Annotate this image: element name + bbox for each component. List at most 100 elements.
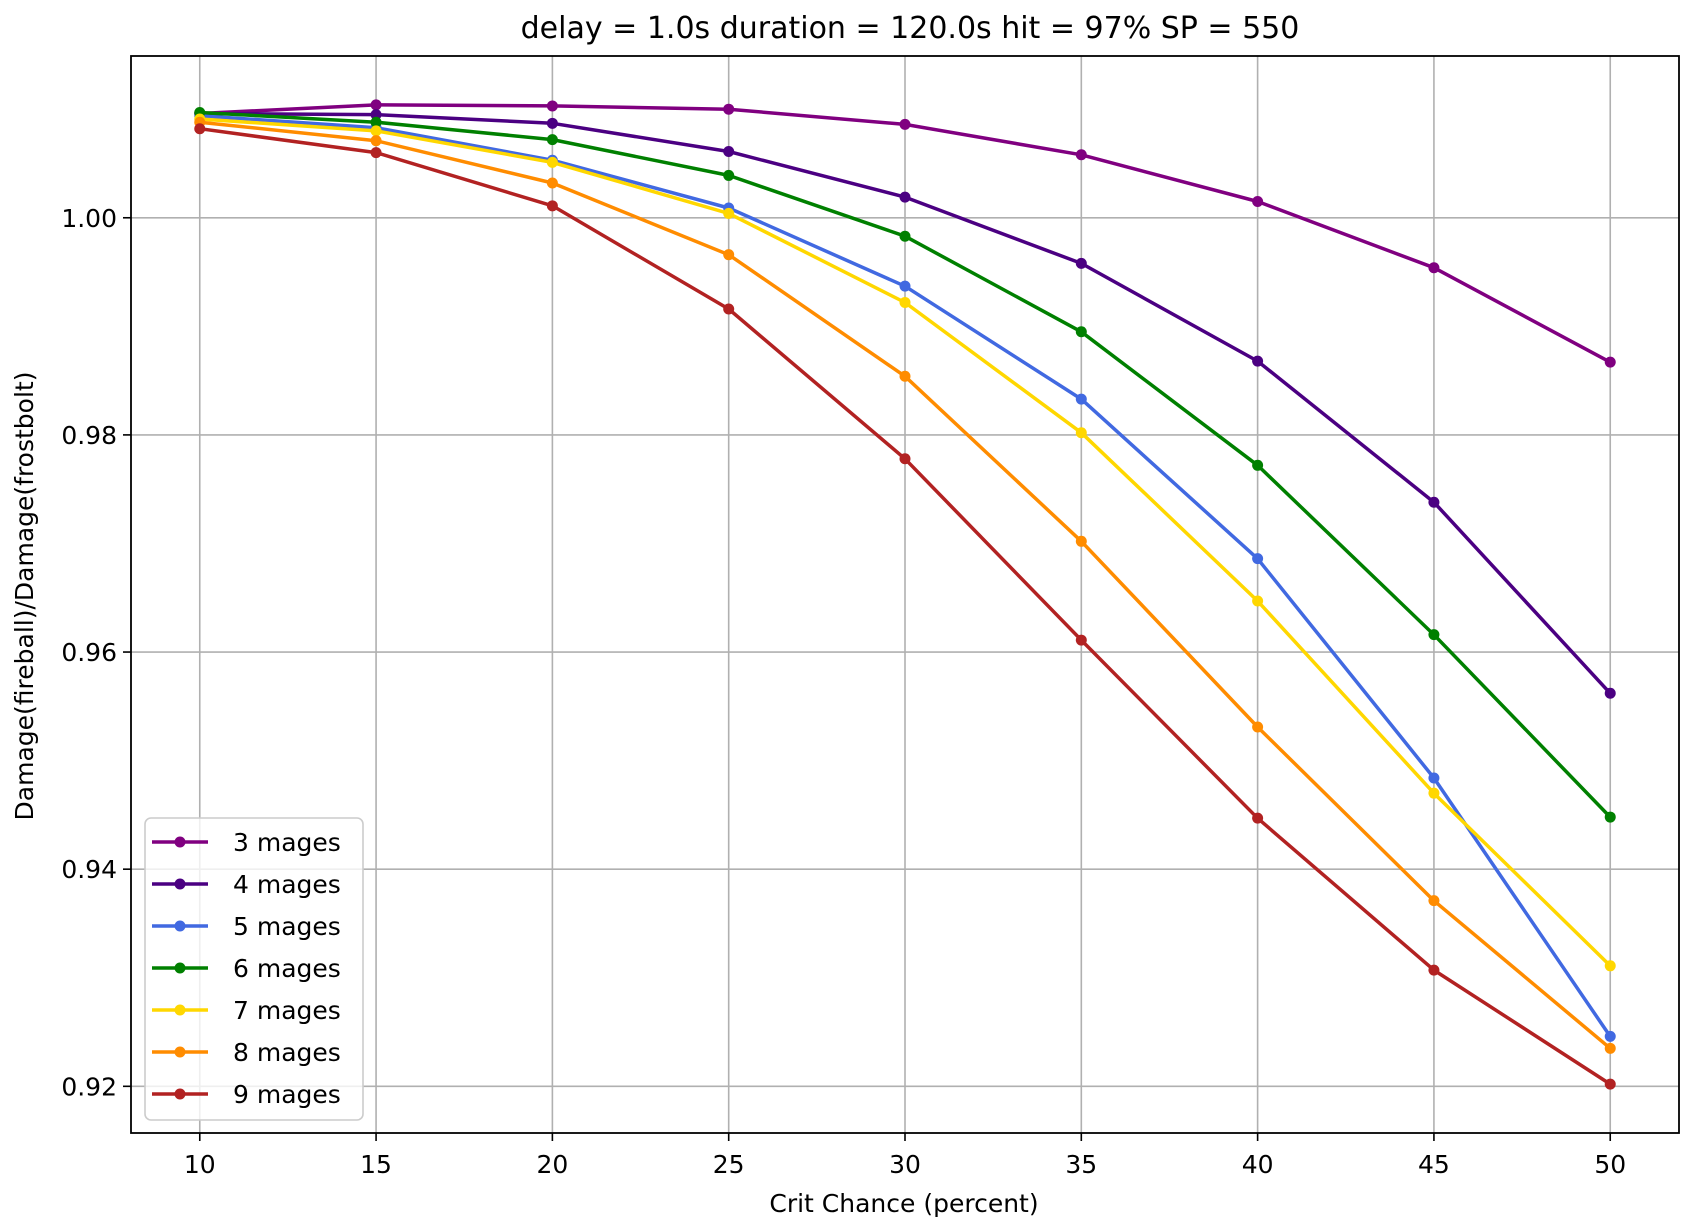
legend-label: 9 mages: [233, 1080, 341, 1109]
series-8-mages: [194, 116, 1616, 1054]
data-point-3-mages: [899, 118, 911, 130]
data-point-7-mages: [723, 207, 735, 219]
x-tick-label: 30: [889, 1150, 921, 1179]
legend-marker: [174, 878, 186, 890]
legend-label: 3 mages: [233, 828, 341, 857]
data-point-5-mages: [1252, 553, 1264, 565]
data-point-4-mages: [899, 191, 911, 203]
data-point-8-mages: [1075, 535, 1087, 547]
x-tick-label: 20: [536, 1150, 568, 1179]
data-point-6-mages: [1252, 459, 1264, 471]
chart-title: delay = 1.0s duration = 120.0s hit = 97%…: [521, 11, 1300, 46]
y-tick-label: 1.00: [61, 204, 117, 233]
legend-marker: [174, 1004, 186, 1016]
legend-marker: [174, 836, 186, 848]
series-3-mages: [194, 99, 1616, 368]
legend-marker: [174, 1088, 186, 1100]
data-point-7-mages: [370, 125, 382, 137]
legend-label: 7 mages: [233, 996, 341, 1025]
y-axis-ticks: 0.92 0.94 0.96 0.98 1.00: [61, 204, 131, 1101]
y-tick-label: 0.92: [61, 1072, 117, 1101]
data-point-8-mages: [370, 135, 382, 147]
data-point-9-mages: [1428, 964, 1440, 976]
data-point-9-mages: [546, 200, 558, 212]
data-point-8-mages: [1428, 895, 1440, 907]
data-point-3-mages: [1075, 149, 1087, 161]
legend-label: 6 mages: [233, 954, 341, 983]
series-6-mages: [194, 106, 1616, 823]
y-tick-label: 0.94: [61, 855, 117, 884]
data-point-5-mages: [899, 280, 911, 292]
data-point-9-mages: [723, 303, 735, 315]
data-point-6-mages: [1075, 326, 1087, 338]
data-point-9-mages: [370, 147, 382, 159]
series-4-mages: [194, 108, 1616, 699]
legend-label: 8 mages: [233, 1038, 341, 1067]
x-axis-ticks: 10 15 20 25 30 35 40 45 50: [184, 1133, 1626, 1179]
data-point-6-mages: [546, 134, 558, 146]
x-tick-label: 15: [360, 1150, 392, 1179]
data-point-6-mages: [899, 230, 911, 242]
legend-entry-7-mages: 7 mages: [152, 996, 341, 1025]
legend-marker: [174, 920, 186, 932]
legend-entry-5-mages: 5 mages: [152, 912, 341, 941]
data-point-8-mages: [546, 177, 558, 189]
data-point-4-mages: [1075, 257, 1087, 269]
data-point-5-mages: [1075, 393, 1087, 405]
grid-lines: [131, 56, 1679, 1133]
legend-entries: 3 mages 4 mages 5 mages 6 mages 7 mages 8 mag…: [152, 828, 341, 1109]
x-tick-label: 50: [1594, 1150, 1626, 1179]
data-point-8-mages: [1604, 1042, 1616, 1054]
x-axis-label: Crit Chance (percent): [769, 1189, 1038, 1218]
data-point-9-mages: [1075, 634, 1087, 646]
legend-label: 4 mages: [233, 870, 341, 899]
x-tick-label: 45: [1418, 1150, 1450, 1179]
data-point-3-mages: [1252, 195, 1264, 207]
data-point-9-mages: [1604, 1078, 1616, 1090]
data-point-7-mages: [1604, 960, 1616, 972]
data-point-8-mages: [1252, 721, 1264, 733]
data-point-9-mages: [194, 123, 206, 135]
legend: 3 mages 4 mages 5 mages 6 mages 7 mages 8 mag…: [144, 817, 364, 1121]
data-point-7-mages: [1428, 787, 1440, 799]
x-tick-label: 25: [713, 1150, 745, 1179]
data-point-7-mages: [1075, 427, 1087, 439]
data-point-4-mages: [1604, 687, 1616, 699]
legend-entry-3-mages: 3 mages: [152, 828, 341, 857]
series-lines: [194, 99, 1616, 1090]
data-point-6-mages: [723, 169, 735, 181]
data-point-5-mages: [1604, 1030, 1616, 1042]
y-tick-label: 0.96: [61, 638, 117, 667]
data-point-3-mages: [723, 103, 735, 115]
data-point-4-mages: [1252, 355, 1264, 367]
legend-marker: [174, 1046, 186, 1058]
legend-entry-8-mages: 8 mages: [152, 1038, 341, 1067]
data-point-5-mages: [1428, 772, 1440, 784]
y-tick-label: 0.98: [61, 421, 117, 450]
data-point-9-mages: [899, 453, 911, 465]
data-point-3-mages: [370, 99, 382, 111]
legend-entry-9-mages: 9 mages: [152, 1080, 341, 1109]
data-point-4-mages: [370, 109, 382, 121]
x-tick-label: 40: [1242, 1150, 1274, 1179]
y-axis-label: Damage(fireball)/Damage(frostbolt): [10, 372, 39, 821]
data-point-6-mages: [1604, 811, 1616, 823]
data-point-3-mages: [546, 100, 558, 112]
series-9-mages: [194, 123, 1616, 1090]
x-tick-label: 35: [1065, 1150, 1097, 1179]
legend-box: [144, 817, 364, 1121]
legend-marker: [174, 962, 186, 974]
data-point-3-mages: [1428, 262, 1440, 274]
data-point-3-mages: [1604, 356, 1616, 368]
data-point-4-mages: [723, 146, 735, 158]
x-tick-label: 10: [184, 1150, 216, 1179]
data-point-7-mages: [899, 296, 911, 308]
data-point-6-mages: [1428, 629, 1440, 641]
data-point-9-mages: [1252, 812, 1264, 824]
data-point-7-mages: [1252, 595, 1264, 607]
data-point-4-mages: [546, 117, 558, 129]
data-point-8-mages: [899, 370, 911, 382]
legend-label: 5 mages: [233, 912, 341, 941]
data-point-8-mages: [723, 249, 735, 261]
